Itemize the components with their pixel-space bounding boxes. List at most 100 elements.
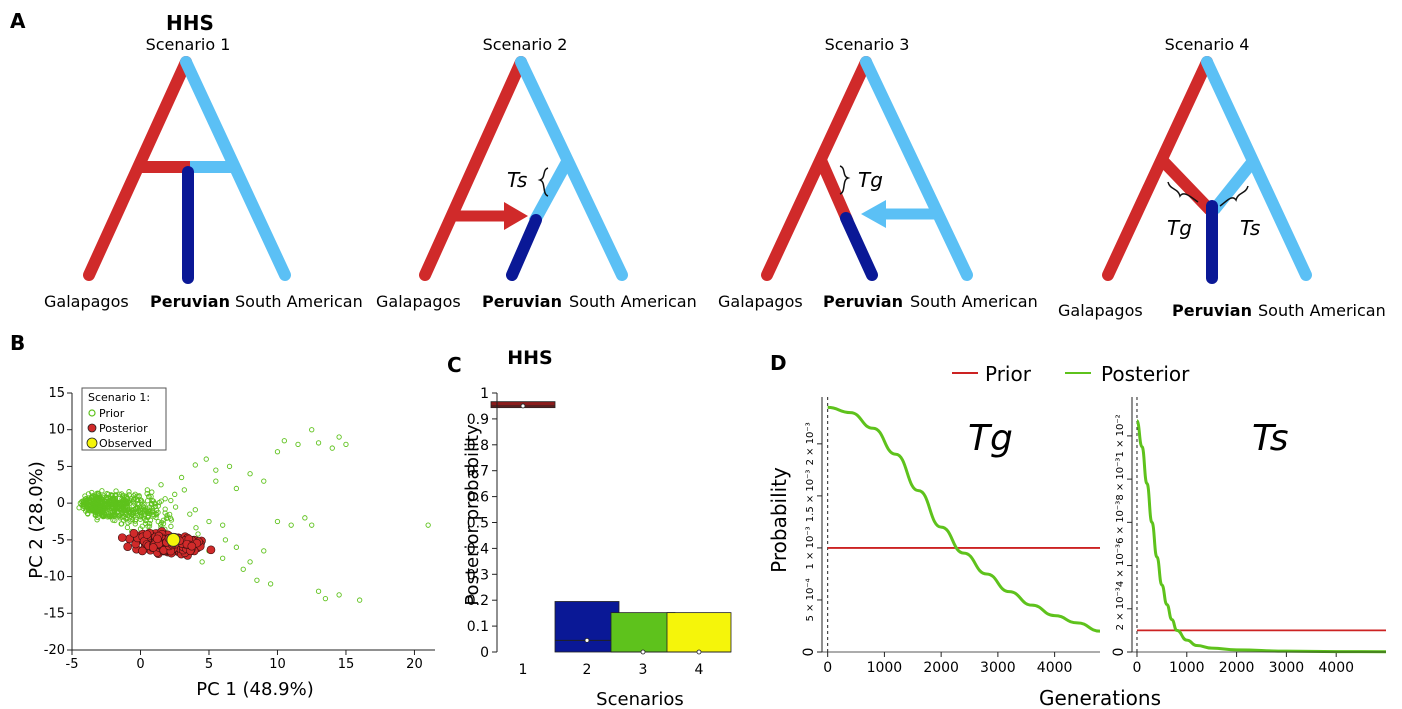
prior-point (281, 438, 287, 444)
s3-label-peruvian: Peruvian (823, 292, 903, 311)
panel-b-pca-scatter: -5 0 5 10 15 20 -20 -15 -10 -5 0 5 10 15 PC 1 (48.9%)… (26, 386, 435, 700)
s2-label-ts: Ts (507, 168, 527, 192)
prior-point (309, 522, 315, 528)
s2-peruvian-upper (528, 157, 574, 225)
prior-point (116, 512, 123, 518)
density-x-tick-label: 1000 (1169, 660, 1205, 676)
prior-point (126, 489, 132, 495)
prior-point (162, 506, 168, 512)
panel-d-density: Prior Posterior 0 1000 2000 3000 4000 0 5 × 10… (767, 362, 1387, 709)
prior-point (162, 496, 168, 502)
prior-point (82, 493, 88, 499)
bar-y-label: Posterior probability (462, 424, 483, 606)
prior-point (151, 513, 157, 519)
density-y-tick-label: 6 × 10⁻³ (1115, 501, 1126, 544)
s1-label-south-american: South American (235, 292, 363, 311)
prior-point (80, 498, 86, 504)
scenario-3-tree: Scenario 3 Tg Galapagos Peruvian South A… (718, 35, 1038, 311)
s4-galapagos-branch (1102, 56, 1213, 281)
prior-point (192, 507, 198, 513)
posterior-point (187, 541, 197, 551)
scenario-4-title: Scenario 4 (1165, 35, 1250, 54)
posterior-point (148, 543, 158, 552)
bars (490, 401, 732, 655)
prior-point (99, 499, 105, 505)
s4-label-peruvian: Peruvian (1172, 301, 1252, 320)
prior-point (136, 494, 142, 500)
prior-point (110, 495, 116, 501)
bar-y-tick-label: 1 (480, 386, 489, 402)
bar-x-tick-label: 3 (639, 662, 648, 678)
prior-point (322, 595, 329, 602)
legend-prior-symbol (88, 409, 96, 417)
prior-points (76, 427, 431, 603)
density-y-tick-label: 4 × 10⁻³ (1115, 544, 1126, 587)
scenario-1-tree: Scenario 1 Galapagos Peruvian South Amer… (44, 35, 363, 311)
prior-point (110, 504, 116, 510)
prior-point (425, 522, 431, 528)
prior-point (168, 523, 174, 529)
legend-posterior-text: Posterior (1101, 362, 1190, 386)
density-x-tick-label: 3000 (1269, 660, 1305, 676)
scatter-y-tick-label: -15 (44, 606, 65, 621)
scatter-legend: Scenario 1: Prior Posterior Observed (81, 387, 167, 451)
s1-label-peruvian: Peruvian (150, 292, 230, 311)
density-x-tick-label: 3000 (980, 660, 1016, 676)
observed-point (166, 532, 181, 547)
s3-south-american-branch (860, 56, 973, 281)
prior-point (104, 506, 111, 512)
prior-point (138, 514, 144, 520)
prior-point (302, 515, 308, 521)
s2-peruvian-branch (506, 214, 542, 281)
s2-south-american-branch (515, 56, 628, 281)
prior-point (199, 559, 205, 565)
scatter-x-tick-label: 0 (136, 657, 144, 672)
scenario-1-title: Scenario 1 (146, 35, 231, 54)
prior-point (222, 537, 229, 543)
bar-x-label: Scenarios (596, 689, 684, 709)
prior-point (92, 512, 98, 518)
bar-scenario-4 (666, 612, 732, 653)
posterior-points (117, 527, 216, 560)
scatter-x-tick-label: 15 (338, 657, 355, 672)
prior-point (357, 597, 363, 603)
density-y-tick-label: 2 × 10⁻³ (1115, 587, 1126, 630)
s3-label-south-american: South American (910, 292, 1038, 311)
bar-chart-title: HHS (507, 347, 553, 369)
prior-point (158, 522, 164, 528)
observed-marker (166, 532, 181, 547)
scatter-y-tick-label: 0 (57, 496, 65, 511)
panel-label-d: D (770, 351, 787, 375)
prior-point (143, 518, 149, 524)
prior-point (94, 517, 100, 523)
prior-point (142, 520, 149, 527)
bar-y-tick-label: 0.4 (467, 541, 489, 557)
prior-point (274, 518, 281, 525)
scenario-4-tree: Scenario 4 Tg Ts Galapagos Peruvian Sout… (1058, 35, 1386, 320)
bar-y-tick-label: 0.8 (467, 438, 489, 454)
panel-label-b: B (10, 331, 25, 355)
s2-admixture-arrowhead (504, 202, 528, 230)
prior-point (89, 494, 96, 500)
density-y-label: Probability (767, 467, 791, 573)
s2-galapagos-branch (419, 56, 527, 281)
s2-label-peruvian: Peruvian (482, 292, 562, 311)
prior-point (137, 497, 144, 503)
panel-c-bar-chart: HHS 0 0.1 0.2 0.3 0.4 0.5 0.6 0.7 0.8 0.9 1 1 2 3 4 Sc… (462, 347, 732, 709)
prior-point (128, 514, 135, 520)
s3-label-tg: Tg (858, 168, 883, 192)
density-y-tick-label: 1.5 × 10⁻³ (805, 470, 816, 523)
scenario-2-tree: Scenario 2 Ts Galapagos Peruvian South A… (376, 35, 697, 311)
legend-observed-symbol (86, 437, 98, 449)
scatter-y-tick-label: -5 (52, 533, 65, 548)
bar-y-tick-label: 0.2 (467, 593, 489, 609)
density-y-tick-label: 2 × 10⁻³ (805, 422, 816, 465)
prior-point (144, 506, 151, 512)
prior-point (187, 511, 193, 517)
prior-point (151, 500, 157, 506)
prior-point (141, 509, 148, 515)
panel-a-scenarios: HHS Scenario 1 Galapagos Peruvian South … (44, 11, 1386, 320)
density-x-tick-label: 1000 (867, 660, 903, 676)
prior-point (172, 491, 178, 497)
